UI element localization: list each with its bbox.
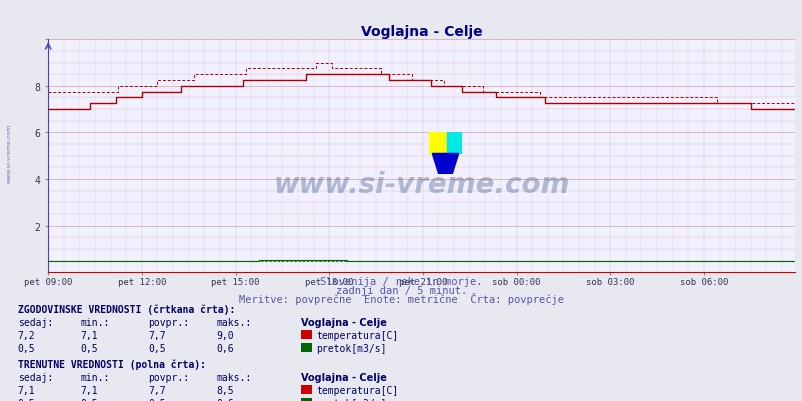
Text: 7,1: 7,1 — [80, 330, 98, 340]
Text: 8,5: 8,5 — [217, 385, 234, 395]
Text: pretok[m3/s]: pretok[m3/s] — [316, 398, 387, 401]
Text: 0,5: 0,5 — [148, 343, 166, 353]
Text: povpr.:: povpr.: — [148, 317, 189, 327]
Text: Meritve: povprečne  Enote: metrične  Črta: povprečje: Meritve: povprečne Enote: metrične Črta:… — [239, 292, 563, 304]
Text: Voglajna - Celje: Voglajna - Celje — [301, 317, 387, 327]
Text: temperatura[C]: temperatura[C] — [316, 385, 398, 395]
Text: temperatura[C]: temperatura[C] — [316, 330, 398, 340]
Text: 7,1: 7,1 — [18, 385, 35, 395]
Text: 0,6: 0,6 — [217, 343, 234, 353]
Text: sedaj:: sedaj: — [18, 317, 53, 327]
Text: pretok[m3/s]: pretok[m3/s] — [316, 343, 387, 353]
Text: maks.:: maks.: — [217, 372, 252, 382]
Text: TRENUTNE VREDNOSTI (polna črta):: TRENUTNE VREDNOSTI (polna črta): — [18, 358, 205, 369]
Text: ZGODOVINSKE VREDNOSTI (črtkana črta):: ZGODOVINSKE VREDNOSTI (črtkana črta): — [18, 304, 235, 314]
Text: 0,5: 0,5 — [148, 398, 166, 401]
Text: 0,5: 0,5 — [18, 398, 35, 401]
Text: zadnji dan / 5 minut.: zadnji dan / 5 minut. — [335, 286, 467, 296]
Text: povpr.:: povpr.: — [148, 372, 189, 382]
Text: 0,5: 0,5 — [18, 343, 35, 353]
Text: www.si-vreme.com: www.si-vreme.com — [7, 123, 12, 182]
Text: maks.:: maks.: — [217, 317, 252, 327]
Text: 7,2: 7,2 — [18, 330, 35, 340]
Text: 7,7: 7,7 — [148, 385, 166, 395]
Text: 7,7: 7,7 — [148, 330, 166, 340]
Text: www.si-vreme.com: www.si-vreme.com — [273, 170, 569, 198]
Text: sedaj:: sedaj: — [18, 372, 53, 382]
Text: 7,1: 7,1 — [80, 385, 98, 395]
Text: Voglajna - Celje: Voglajna - Celje — [301, 372, 387, 382]
Text: 0,5: 0,5 — [80, 343, 98, 353]
Text: min.:: min.: — [80, 317, 110, 327]
Text: Slovenija / reke in morje.: Slovenija / reke in morje. — [320, 277, 482, 287]
Title: Voglajna - Celje: Voglajna - Celje — [360, 25, 482, 39]
Text: 9,0: 9,0 — [217, 330, 234, 340]
Text: 0,6: 0,6 — [217, 398, 234, 401]
Text: 0,5: 0,5 — [80, 398, 98, 401]
Text: min.:: min.: — [80, 372, 110, 382]
